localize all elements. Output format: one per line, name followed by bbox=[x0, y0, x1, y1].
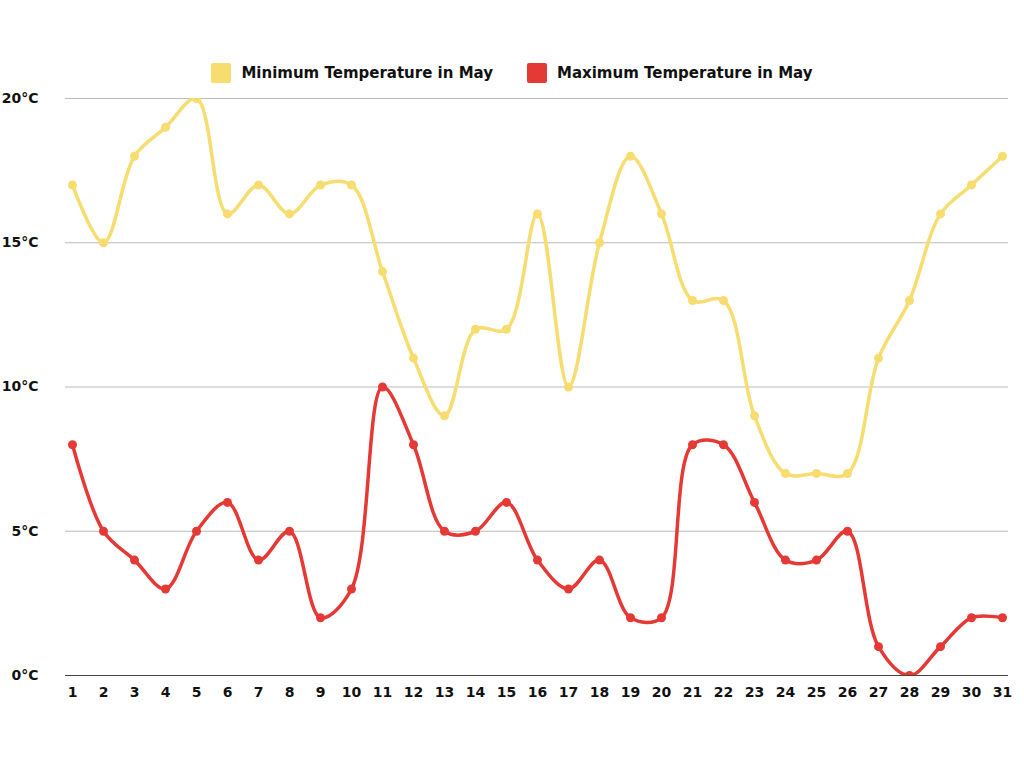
html-text:Maximum Temperature in May: Maximum Temperature in May bbox=[557, 64, 813, 82]
svg-text:5: 5 bbox=[192, 684, 202, 700]
svg-text:6: 6 bbox=[223, 684, 233, 700]
svg-text:24: 24 bbox=[776, 684, 796, 700]
svg-text:7: 7 bbox=[254, 684, 264, 700]
svg-text:25: 25 bbox=[807, 684, 826, 700]
svg-text:19: 19 bbox=[621, 684, 640, 700]
svg-text:17: 17 bbox=[559, 684, 578, 700]
svg-text:26: 26 bbox=[838, 684, 857, 700]
svg-text:0°C: 0°C bbox=[11, 667, 38, 683]
svg-text:27: 27 bbox=[869, 684, 888, 700]
svg-text:8: 8 bbox=[285, 684, 295, 700]
svg-text:5°C: 5°C bbox=[11, 523, 38, 539]
svg-text:20: 20 bbox=[652, 684, 672, 700]
svg-text:9: 9 bbox=[316, 684, 326, 700]
html-text:Minimum Temperature in May: Minimum Temperature in May bbox=[241, 64, 493, 82]
svg-text:15°C: 15°C bbox=[2, 234, 39, 250]
svg-text:18: 18 bbox=[590, 684, 609, 700]
svg-text:13: 13 bbox=[435, 684, 454, 700]
svg-text:10°C: 10°C bbox=[2, 378, 39, 394]
svg-text:28: 28 bbox=[900, 684, 919, 700]
svg-text:29: 29 bbox=[931, 684, 950, 700]
svg-text:1: 1 bbox=[68, 684, 78, 700]
svg-text:11: 11 bbox=[373, 684, 392, 700]
svg-text:21: 21 bbox=[683, 684, 702, 700]
svg-text:23: 23 bbox=[745, 684, 764, 700]
svg-text:4: 4 bbox=[161, 684, 171, 700]
svg-text:14: 14 bbox=[466, 684, 486, 700]
svg-text:12: 12 bbox=[404, 684, 423, 700]
svg-text:20°C: 20°C bbox=[2, 90, 39, 106]
svg-text:2: 2 bbox=[99, 684, 109, 700]
svg-text:31: 31 bbox=[993, 684, 1012, 700]
svg-text:16: 16 bbox=[528, 684, 547, 700]
svg-text:22: 22 bbox=[714, 684, 733, 700]
svg-text:3: 3 bbox=[130, 684, 140, 700]
svg-text:10: 10 bbox=[342, 684, 362, 700]
svg-text:15: 15 bbox=[497, 684, 516, 700]
svg-text:30: 30 bbox=[962, 684, 982, 700]
